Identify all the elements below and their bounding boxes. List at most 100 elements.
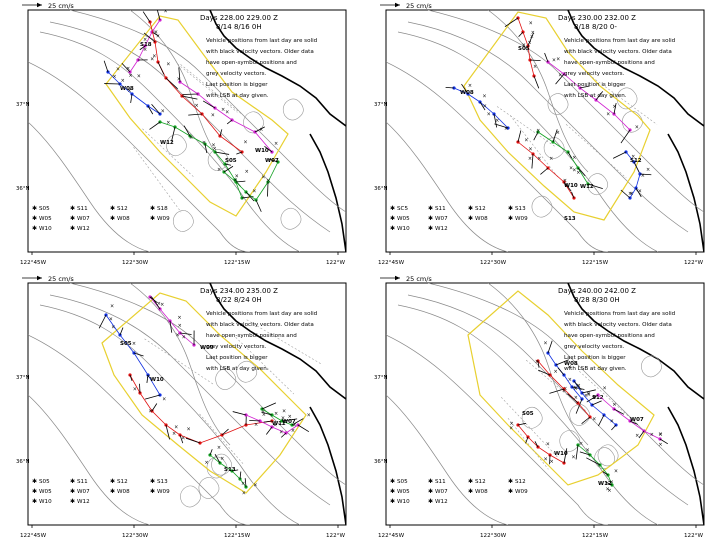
caption-line: with LSB at day given. — [206, 93, 269, 99]
vehicle-track — [149, 21, 243, 153]
legend-symbol: ✱ — [508, 215, 513, 222]
older-position-symbol: × — [195, 103, 199, 109]
older-position-symbol: × — [572, 155, 576, 161]
vehicle-position — [576, 443, 580, 447]
velocity-vector — [567, 393, 579, 404]
vehicle-track — [223, 161, 279, 201]
legend-symbol: ✱ — [32, 478, 37, 485]
map-content: ××××××W09××××××S05××××××W10× ×××××S13×× ××… — [28, 283, 346, 525]
latitude-label: 36°N — [16, 186, 30, 192]
scale-label: 25 cm/s — [406, 2, 432, 10]
legend-label: W12 — [435, 226, 448, 232]
older-position-symbol: × — [132, 341, 136, 347]
velocity-vector — [133, 352, 144, 357]
vehicle-label: W10 — [554, 451, 568, 457]
velocity-vector — [555, 73, 565, 85]
vehicle-label: W07 — [265, 158, 279, 164]
legend-label: W08 — [475, 489, 488, 495]
velocity-vector — [264, 146, 273, 153]
caption-line: have open-symbol positions and — [564, 60, 655, 66]
depth-contour-loop — [543, 137, 565, 159]
velocity-vector — [143, 32, 156, 43]
vehicle-position — [254, 198, 258, 202]
legend-label: S13 — [515, 206, 526, 212]
depth-contour — [129, 10, 231, 173]
velocity-vector — [261, 411, 273, 416]
older-position-symbol: × — [603, 386, 607, 392]
legend-symbol: ✱ — [428, 215, 433, 222]
depth-contour — [386, 61, 609, 252]
velocity-vector — [179, 434, 184, 444]
vehicle-track — [179, 81, 273, 153]
velocity-vector — [98, 314, 107, 329]
older-position-symbol: × — [202, 140, 206, 146]
vehicle-position — [178, 433, 182, 437]
legend-symbol: ✱ — [150, 488, 155, 495]
older-position-symbol: × — [172, 431, 176, 437]
legend-symbol: ✱ — [508, 488, 513, 495]
vehicle-track — [159, 121, 243, 199]
legend-label: W12 — [77, 226, 90, 232]
caption-line: have open-symbol positions and — [206, 333, 297, 339]
map-frame — [385, 282, 705, 526]
velocity-vector — [579, 451, 591, 456]
older-position-symbol: × — [235, 174, 239, 180]
depth-contour — [39, 31, 301, 252]
velocity-vector — [202, 100, 216, 109]
velocity-vector — [223, 165, 234, 173]
velocity-vector — [567, 151, 573, 159]
velocity-vector — [297, 424, 310, 433]
velocity-vector — [557, 367, 565, 376]
depth-contour-loop — [621, 110, 643, 133]
velocity-vector — [231, 469, 239, 472]
velocity-vector — [534, 441, 539, 448]
velocity-vector — [581, 416, 591, 425]
survey-box — [101, 292, 307, 494]
depth-contour-loop — [641, 355, 662, 378]
older-position-symbol: × — [641, 173, 645, 179]
latitude-label: 37°N — [16, 102, 30, 108]
older-position-symbol: × — [629, 191, 633, 197]
coastline — [567, 283, 704, 400]
velocity-vector — [575, 444, 579, 460]
velocity-vector — [575, 398, 583, 414]
older-position-symbol: × — [577, 383, 581, 389]
vehicle-label: W09 — [200, 345, 214, 351]
caption-line: with LSB at day given. — [564, 93, 627, 99]
depth-contour — [407, 21, 689, 233]
older-position-symbol: × — [254, 422, 258, 428]
depth-contour — [129, 283, 231, 446]
older-position-symbol: × — [177, 77, 181, 83]
caption-line: Vehicle positions from last day are soli… — [206, 38, 318, 44]
velocity-vector — [629, 420, 638, 425]
older-position-symbol: × — [614, 468, 618, 474]
older-position-symbol: × — [166, 120, 170, 126]
depth-contour — [49, 294, 331, 506]
older-position-symbol: × — [543, 341, 547, 347]
days-label: Days 240.00 242.00 Z — [558, 287, 636, 295]
longitude-label: 122°45W — [20, 260, 47, 266]
older-position-symbol: × — [579, 441, 583, 447]
legend-symbol: ✱ — [70, 478, 75, 485]
velocity-vector — [146, 374, 149, 383]
velocity-vector — [581, 389, 596, 394]
latitude-label: 36°N — [374, 186, 388, 192]
depth-contour — [386, 121, 509, 252]
velocity-vector — [529, 59, 541, 61]
older-position-symbol: × — [529, 21, 533, 27]
older-position-symbol: × — [261, 409, 265, 415]
older-position-symbol: × — [549, 156, 553, 162]
survey-box — [463, 11, 651, 221]
older-position-symbol: × — [658, 442, 662, 448]
map-content: ××××××S18××××× ×W08××××××S05××××××W12××××… — [28, 10, 346, 252]
legend-symbol: ✱ — [390, 478, 395, 485]
caption-line: with LSB at day given. — [206, 366, 269, 372]
velocity-vector — [531, 153, 534, 169]
depth-contour — [407, 294, 689, 506]
velocity-vector — [156, 10, 161, 21]
longitude-label: 122°45W — [378, 260, 405, 266]
depth-contour-loop — [587, 173, 608, 196]
legend-symbol: ✱ — [468, 478, 473, 485]
vehicle-label: W12 — [580, 184, 594, 190]
velocity-vector — [586, 394, 599, 403]
